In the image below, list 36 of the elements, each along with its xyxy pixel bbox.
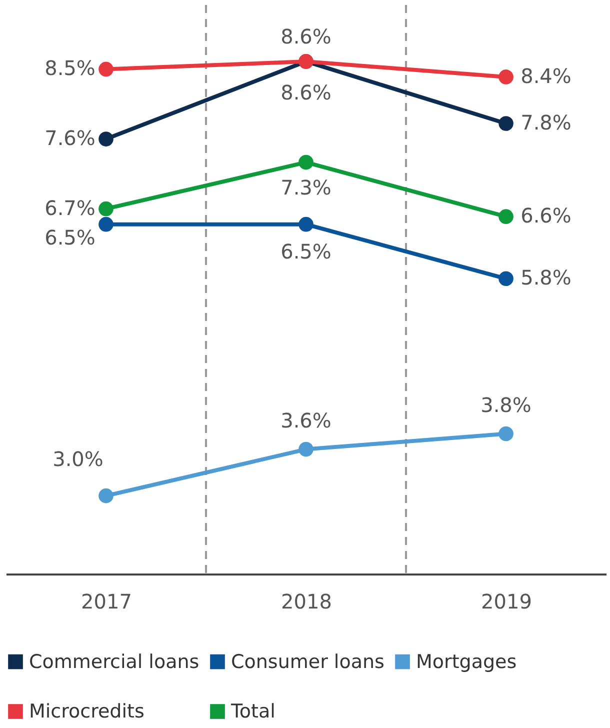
point [498, 271, 514, 286]
x-tick-label: 2018 [281, 590, 332, 614]
data-label: 3.6% [280, 408, 332, 432]
data-label: 8.5% [44, 56, 96, 80]
legend-label: Consumer loans [231, 650, 384, 673]
legend-label: Mortgages [416, 650, 517, 673]
point [98, 62, 114, 77]
legend-label: Microcredits [29, 700, 144, 722]
point [498, 209, 514, 224]
legend-label: Total [230, 700, 276, 722]
data-label: 3.8% [480, 392, 532, 417]
data-label: 5.8% [520, 266, 572, 290]
data-label: 6.5% [280, 239, 332, 264]
x-tick-label: 2019 [481, 590, 532, 614]
point [298, 154, 314, 170]
legend-label: Commercial loans [29, 650, 200, 673]
point [98, 201, 114, 216]
data-label: 8.6% [280, 24, 332, 48]
data-label: 6.5% [44, 225, 96, 250]
point [298, 442, 314, 457]
point [498, 116, 514, 131]
data-label: 7.6% [44, 126, 96, 150]
point [498, 70, 514, 84]
data-label: 6.6% [520, 204, 572, 228]
data-label: 6.7% [44, 196, 96, 220]
point [298, 216, 314, 232]
point [98, 132, 114, 146]
point [498, 426, 514, 442]
x-tick-label: 2017 [81, 590, 132, 614]
point [98, 488, 114, 504]
data-label: 8.4% [520, 64, 572, 88]
data-label: 7.3% [280, 175, 332, 200]
data-label: 8.6% [280, 80, 332, 104]
point [98, 216, 114, 232]
data-label: 3.0% [52, 446, 104, 471]
data-label: 7.8% [520, 110, 572, 135]
